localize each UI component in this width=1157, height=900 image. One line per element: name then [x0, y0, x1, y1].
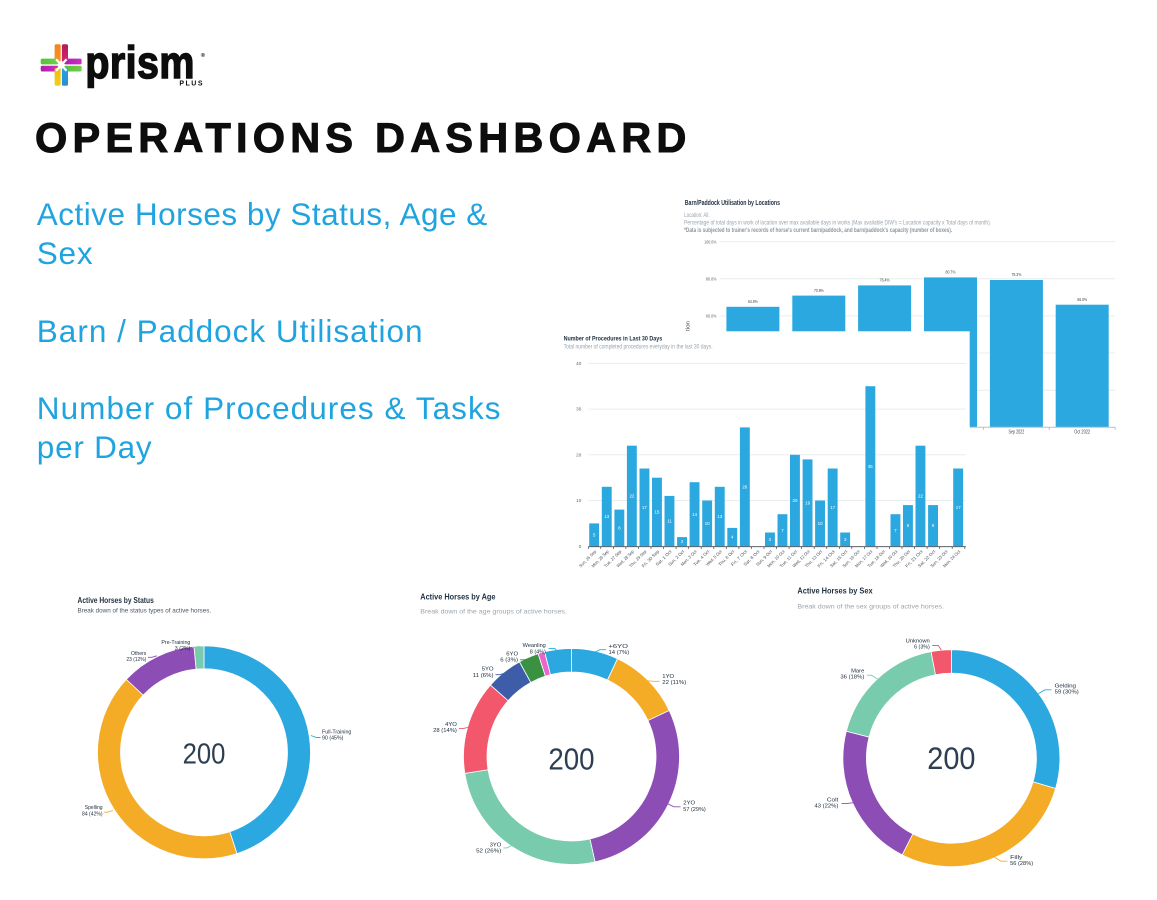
svg-text:3: 3 [844, 537, 847, 542]
svg-text:22: 22 [918, 494, 923, 499]
svg-text:11: 11 [667, 519, 672, 524]
svg-text:66.0%: 66.0% [1077, 297, 1087, 302]
svg-text:26: 26 [742, 484, 747, 489]
svg-text:2YO: 2YO [683, 801, 695, 807]
svg-text:2: 2 [681, 539, 684, 544]
svg-text:19: 19 [805, 500, 810, 505]
svg-text:Unknown: Unknown [906, 639, 930, 645]
svg-text:3 (2%): 3 (2%) [175, 646, 191, 652]
svg-text:6 (3%): 6 (3%) [500, 658, 518, 664]
svg-text:5YO: 5YO [482, 667, 494, 673]
svg-text:80.7%: 80.7% [946, 270, 956, 275]
svg-text:10: 10 [576, 498, 582, 503]
svg-text:9: 9 [932, 523, 935, 528]
svg-text:10: 10 [705, 521, 710, 526]
svg-text:Active Horses by Age: Active Horses by Age [420, 591, 495, 601]
svg-text:76.4%: 76.4% [880, 278, 890, 283]
svg-text:Colt: Colt [827, 797, 839, 803]
svg-text:5: 5 [593, 532, 596, 537]
svg-text:Percentage of total days in wo: Percentage of total days in work of loca… [684, 221, 991, 227]
svg-text:200: 200 [183, 738, 226, 770]
svg-text:Spelling: Spelling [85, 805, 103, 811]
svg-text:Total number of completed proc: Total number of completed procedures eve… [564, 345, 713, 351]
svg-text:14: 14 [692, 512, 697, 517]
svg-text:10: 10 [818, 521, 823, 526]
svg-text:7: 7 [894, 528, 897, 533]
svg-text:6YO: 6YO [506, 651, 518, 657]
svg-text:Number of Procedures in Last 3: Number of Procedures in Last 30 Days [564, 336, 663, 343]
svg-text:59 (30%): 59 (30%) [1055, 690, 1079, 696]
svg-text:Barn/Paddock Utilisation by Lo: Barn/Paddock Utilisation by Locations [685, 198, 780, 207]
svg-text:Filly: Filly [1010, 855, 1023, 861]
svg-text:Break down of the sex groups o: Break down of the sex groups of active h… [797, 604, 944, 611]
svg-text:200: 200 [927, 740, 975, 776]
svg-text:79.3%: 79.3% [1011, 272, 1021, 277]
svg-text:Gelding: Gelding [1055, 683, 1077, 689]
svg-text:57 (29%): 57 (29%) [683, 807, 706, 813]
svg-text:Break down of the age groups o: Break down of the age groups of active h… [420, 609, 567, 616]
svg-text:20: 20 [576, 452, 582, 457]
svg-text:90 (45%): 90 (45%) [322, 736, 344, 742]
svg-text:Pre-Training: Pre-Training [161, 640, 190, 646]
svg-text:15: 15 [655, 510, 660, 515]
svg-text:100.0%: 100.0% [704, 239, 717, 245]
svg-text:60.0%: 60.0% [706, 314, 717, 320]
svg-text:17: 17 [642, 505, 647, 510]
svg-text:7: 7 [781, 528, 784, 533]
svg-text:Others: Others [131, 651, 147, 657]
svg-text:4YO: 4YO [445, 722, 457, 728]
svg-text:Oct 2022: Oct 2022 [1074, 430, 1090, 436]
svg-text:Full-Training: Full-Training [322, 730, 352, 736]
svg-text:3: 3 [769, 537, 772, 542]
svg-text:Mare: Mare [851, 669, 864, 675]
svg-text:1YO: 1YO [662, 674, 674, 680]
svg-text:Active Horses by Sex: Active Horses by Sex [797, 585, 872, 595]
svg-text:Location: All.: Location: All. [684, 213, 710, 219]
svg-text:PLUS: PLUS [179, 81, 204, 88]
svg-text:11 (6%): 11 (6%) [473, 673, 494, 679]
svg-text:Break down of the status types: Break down of the status types of active… [78, 607, 212, 614]
svg-text:6 (3%): 6 (3%) [914, 645, 930, 651]
svg-text:4: 4 [731, 535, 734, 540]
svg-text:Weanling: Weanling [523, 643, 546, 649]
svg-text:+6YO: +6YO [609, 644, 629, 650]
svg-text:64.9%: 64.9% [748, 299, 758, 304]
svg-text:43 (22%): 43 (22%) [815, 803, 839, 809]
svg-text:35: 35 [868, 464, 873, 469]
svg-text:30: 30 [576, 407, 582, 412]
svg-text:13: 13 [717, 514, 722, 519]
svg-text:9: 9 [907, 523, 910, 528]
svg-text:52 (26%): 52 (26%) [476, 848, 502, 854]
svg-text:8: 8 [618, 526, 621, 531]
svg-text:Sep 2022: Sep 2022 [1009, 430, 1025, 436]
svg-text:14 (7%): 14 (7%) [609, 650, 630, 656]
svg-text:17: 17 [956, 505, 961, 510]
svg-text:200: 200 [548, 742, 594, 777]
svg-text:prism: prism [85, 37, 194, 88]
svg-text:20: 20 [793, 498, 798, 503]
svg-text:22 (11%): 22 (11%) [662, 680, 686, 686]
svg-text:36 (18%): 36 (18%) [840, 675, 864, 681]
svg-text:8 (4%): 8 (4%) [530, 649, 546, 655]
svg-text:40: 40 [576, 361, 582, 366]
svg-text:Active Horses by Status: Active Horses by Status [78, 595, 155, 605]
svg-text:84 (42%): 84 (42%) [82, 811, 103, 817]
svg-text:*Data is subjected to trainer': *Data is subjected to trainer's records … [684, 228, 952, 234]
svg-text:13: 13 [604, 514, 609, 519]
svg-text:23 (12%): 23 (12%) [126, 657, 146, 663]
svg-text:70.9%: 70.9% [814, 288, 824, 293]
svg-text:3YO: 3YO [490, 842, 502, 848]
svg-text:17: 17 [830, 505, 835, 510]
svg-text:80.0%: 80.0% [706, 276, 717, 282]
svg-text:®: ® [201, 52, 206, 59]
svg-text:0: 0 [579, 544, 582, 549]
svg-text:56 (28%): 56 (28%) [1010, 861, 1033, 867]
svg-text:28 (14%): 28 (14%) [433, 728, 457, 734]
svg-text:22: 22 [629, 494, 634, 499]
